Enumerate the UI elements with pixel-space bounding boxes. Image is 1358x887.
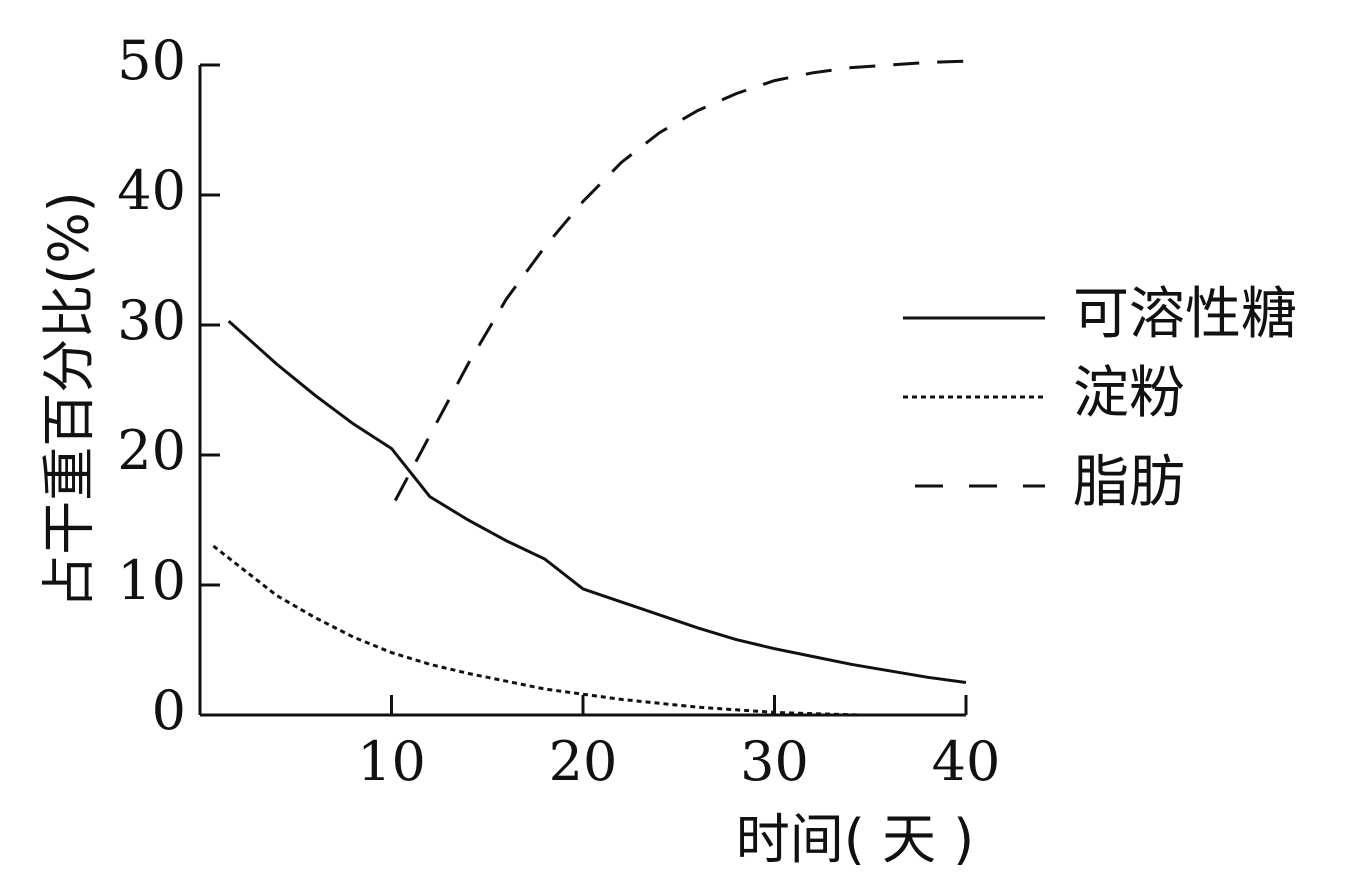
y-axis: 0 10 20 30 40 50	[117, 29, 220, 742]
legend-label: 淀粉	[1073, 361, 1185, 426]
series-layer	[212, 59, 967, 717]
series-line-dotted	[212, 544, 861, 717]
y-axis-title: 占干重百分比(%)	[38, 191, 101, 608]
series-line-solid	[227, 319, 967, 684]
y-tick-label: 0	[152, 679, 186, 742]
x-ticks: 10 20 30 40	[357, 695, 1000, 793]
y-ticks: 0 10 20 30 40 50	[117, 29, 220, 742]
y-tick-label: 40	[117, 159, 186, 222]
legend-label: 脂肪	[1073, 450, 1185, 515]
x-tick-label: 10	[357, 730, 426, 793]
x-tick-label: 30	[740, 730, 809, 793]
y-tick-label: 20	[117, 419, 186, 482]
y-tick-label: 50	[117, 29, 186, 92]
y-tick-label: 30	[117, 289, 186, 352]
x-axis-title: 时间( 天 )	[736, 808, 974, 871]
x-axis: 10 20 30 40	[200, 695, 1000, 793]
series-line-dashed	[393, 59, 967, 502]
legend-label: 可溶性糖	[1073, 282, 1297, 347]
x-tick-label: 40	[932, 730, 1001, 793]
x-tick-label: 20	[549, 730, 618, 793]
y-tick-label: 10	[117, 549, 186, 612]
